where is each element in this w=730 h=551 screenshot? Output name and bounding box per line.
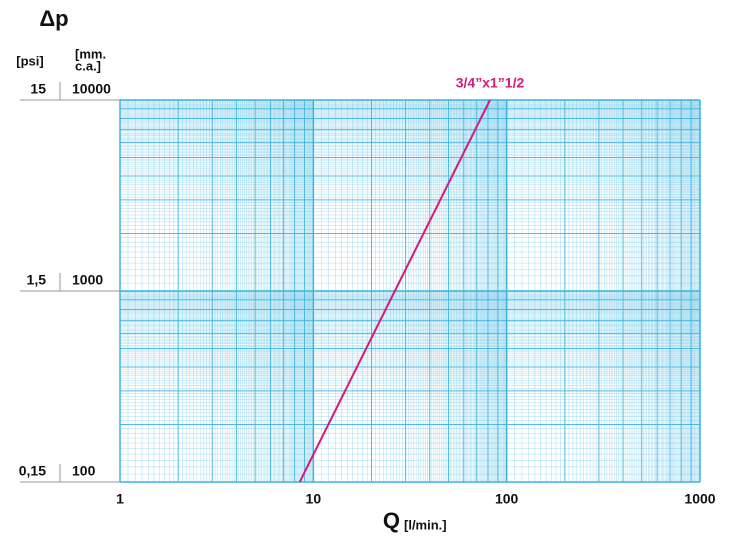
data-line <box>298 99 491 483</box>
x-axis-label: Q <box>383 508 400 533</box>
y2-tick-label: 1,5 <box>27 272 47 288</box>
x-axis-unit: [l/min.] <box>404 517 447 532</box>
x-tick-label: 100 <box>495 491 519 507</box>
x-tick-label: 1 <box>116 491 124 507</box>
y-unit-psi: [psi] <box>16 53 43 68</box>
x-tick-label: 10 <box>306 491 322 507</box>
y-tick-label: 10000 <box>72 81 111 97</box>
series-label: 3/4”x1”1/2 <box>456 75 525 91</box>
x-tick-label: 1000 <box>684 491 715 507</box>
y-tick-label: 100 <box>72 463 96 479</box>
y2-tick-label: 0,15 <box>19 463 46 479</box>
y-unit-mm: c.a.] <box>75 58 101 73</box>
chart-title: Δp <box>39 6 68 31</box>
y-unit-mm: [mm. <box>75 46 106 61</box>
y-tick-label: 1000 <box>72 272 103 288</box>
y2-tick-label: 15 <box>30 81 46 97</box>
